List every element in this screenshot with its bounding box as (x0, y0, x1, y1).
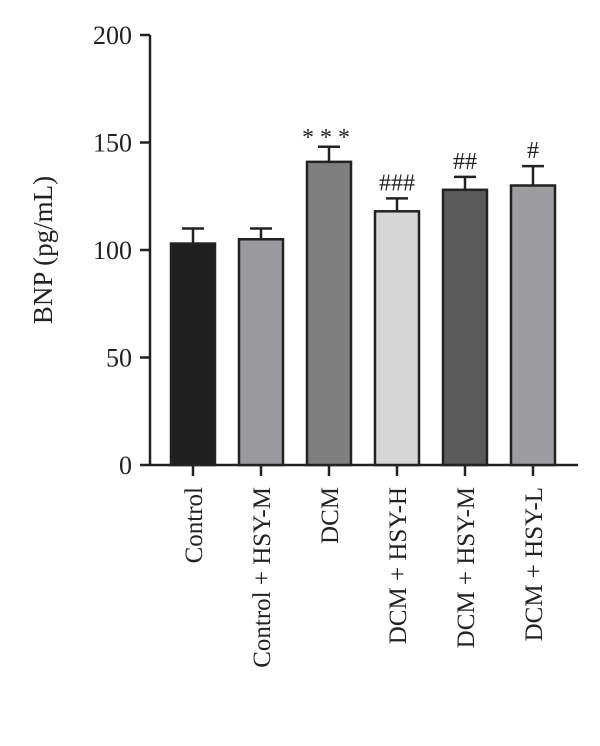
significance-label: ### (379, 170, 415, 196)
x-category-label: Control + HSY-M (249, 487, 276, 668)
x-category-label: DCM + HSY-H (385, 487, 412, 644)
y-tick-label: 200 (93, 21, 132, 50)
y-axis-label: BNP (pg/mL) (28, 176, 58, 324)
x-category-label: DCM (317, 487, 344, 544)
bar (169, 242, 217, 467)
y-tick-label: 50 (106, 344, 132, 373)
x-category-label: DCM + HSY-L (521, 487, 548, 641)
bar (509, 184, 557, 467)
significance-label: # (527, 138, 539, 164)
bar (373, 210, 421, 467)
y-tick-label: 100 (93, 236, 132, 265)
x-category-label: DCM + HSY-M (453, 487, 480, 648)
bar (441, 188, 489, 467)
bar (237, 238, 285, 467)
bar (305, 160, 353, 467)
y-tick-label: 0 (119, 451, 132, 480)
y-tick-label: 150 (93, 129, 132, 158)
significance-label: *** (302, 125, 356, 151)
significance-label: ## (453, 149, 477, 175)
x-category-label: Control (181, 487, 208, 563)
